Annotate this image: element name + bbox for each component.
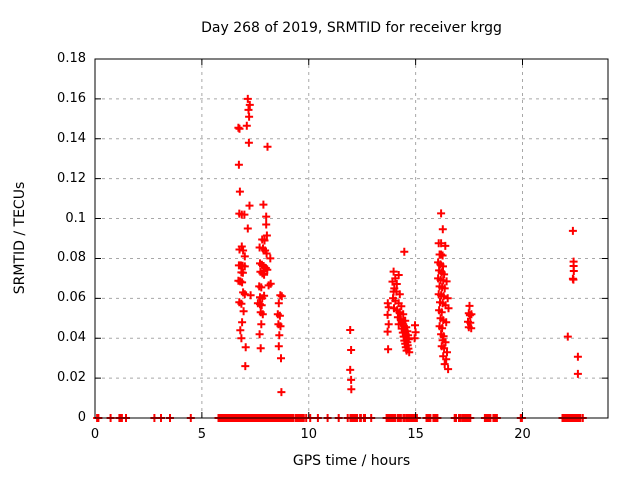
- y-axis-label: SRMTID / TECUs: [12, 181, 28, 295]
- grid-lines: [95, 59, 608, 418]
- y-tick-label: 0.08: [57, 250, 86, 266]
- y-tick-label: 0.04: [57, 330, 86, 346]
- y-tick-label: 0.16: [57, 90, 86, 106]
- axis-ticks: [94, 58, 608, 419]
- y-tick-label: 0.02: [57, 370, 86, 386]
- x-tick-label: 5: [197, 427, 207, 442]
- x-tick-label: 10: [300, 427, 318, 442]
- y-tick-label: 0: [77, 410, 86, 425]
- x-tick-label: 15: [407, 427, 424, 442]
- y-tick-label: 0.1: [65, 210, 86, 226]
- y-tick-label: 0.06: [57, 290, 86, 306]
- x-tick-label: 0: [90, 427, 100, 442]
- y-tick-label: 0.12: [57, 170, 86, 186]
- y-tick-label: 0.18: [57, 51, 86, 66]
- chart-title: Day 268 of 2019, SRMTID for receiver krg…: [201, 20, 502, 36]
- plot-border: [94, 58, 609, 419]
- x-tick-label: 20: [514, 427, 531, 442]
- y-tick-label: 0.14: [57, 130, 86, 146]
- x-axis-label: GPS time / hours: [292, 453, 411, 469]
